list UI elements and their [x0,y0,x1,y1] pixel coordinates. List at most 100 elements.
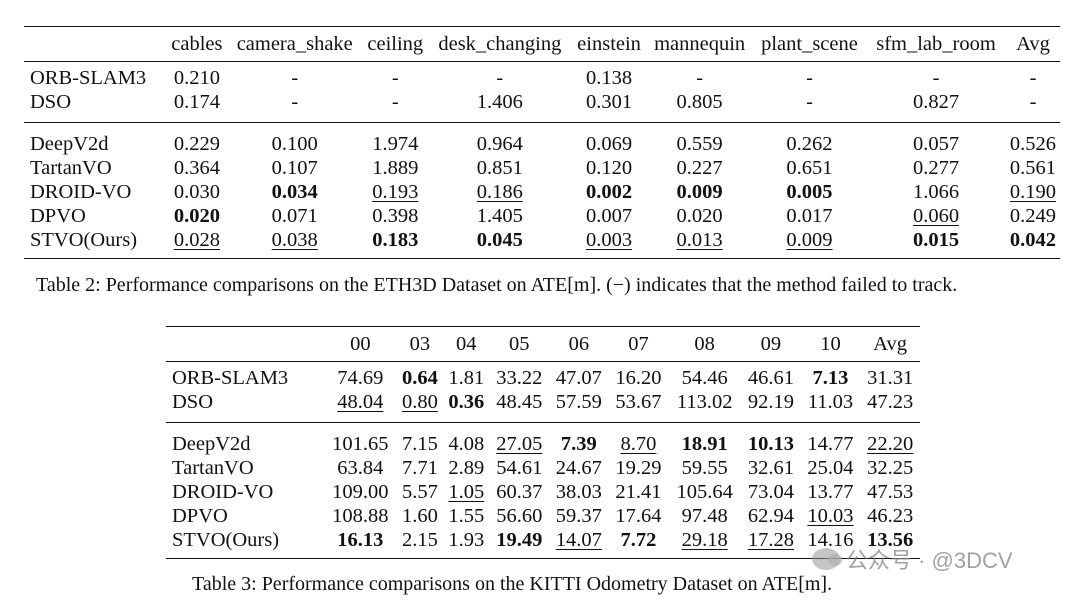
table-cell: 0.107 [271,157,318,179]
table-cell: 0.007 [585,205,633,227]
table-cell: 0.190 [1009,181,1057,203]
column-header: 00 [350,333,371,355]
table-cell: 0.020 [173,205,220,227]
table-cell: - [1029,91,1037,113]
table-cell: 0.057 [912,133,960,155]
table-cell: 38.03 [555,481,602,503]
table-cell: 0.005 [786,181,833,203]
table-row: DeepV2d 101.65 7.15 4.08 27.05 7.39 8.70 18.91 1… [166,422,920,457]
table-cell: 0.138 [585,67,633,89]
table-cell: 13.77 [807,481,854,503]
table-cell: 60.37 [496,481,543,503]
method-name: STVO(Ours) [30,229,138,251]
column-header: Avg [1016,33,1050,55]
table-cell: 0.262 [786,133,833,155]
column-header: einstein [577,33,641,55]
table-cell: 47.53 [867,481,914,503]
table-cell: - [696,67,704,89]
table-cell: - [806,67,813,89]
method-name: DPVO [30,205,86,227]
table-cell: 46.23 [867,505,914,527]
table-cell: 0.36 [448,391,485,413]
method-name: DeepV2d [30,133,109,155]
table-cell: 0.277 [912,157,960,179]
table-cell: 59.37 [555,505,602,527]
table-cell: - [391,67,399,89]
method-name: DROID-VO [30,181,132,203]
table-cell: 27.05 [496,433,543,455]
table-cell: 0.186 [476,181,523,203]
table-cell: 48.04 [337,391,384,413]
table-cell: 0.017 [786,205,833,227]
table-cell: 25.04 [807,457,854,479]
table-cell: 0.651 [786,157,833,179]
table-cell: 17.28 [747,529,794,551]
column-header: plant_scene [761,33,858,55]
table-cell: 19.29 [615,457,662,479]
table-cell: 8.70 [620,433,657,455]
table-cell: 16.20 [615,367,662,389]
column-header: Avg [873,333,908,355]
table-row: ORB-SLAM3 0.210 - - - 0.138 - - - - [24,62,1060,91]
table-cell: 92.19 [747,391,794,413]
column-header: ceiling [367,33,424,55]
table-cell: 0.210 [173,67,220,89]
table-cell: 0.042 [1009,229,1057,251]
header-cell-method [166,327,324,362]
table-cell: 108.88 [332,505,389,527]
table-cell: 63.84 [337,457,384,479]
table-cell: 0.038 [271,229,318,251]
table-cell: - [391,91,399,113]
table-cell: 4.08 [448,433,485,455]
column-header: cables [171,33,223,55]
table-cell: 13.56 [867,529,914,551]
table-cell: 0.100 [271,133,318,155]
method-name: TartanVO [172,457,254,479]
table-cell: 0.526 [1009,133,1057,155]
watermark: 公众号 · @3DCV [812,544,1013,574]
column-header: 07 [628,333,649,355]
table-row: DPVO 108.88 1.60 1.55 56.60 59.37 17.64 97.48 62… [166,504,920,528]
table-cell: - [932,67,940,89]
table-caption: Table 3: Performance comparisons on the … [192,573,833,595]
table-cell: 57.59 [555,391,602,413]
table-cell: 14.16 [807,529,854,551]
method-name: TartanVO [30,157,112,179]
table-cell: 0.227 [676,157,723,179]
table-cell: 62.94 [747,505,794,527]
table-cell: 0.069 [585,133,633,155]
table-cell: 0.060 [912,205,960,227]
table-cell: 46.61 [747,367,794,389]
table-cell: 5.57 [401,481,438,503]
table-cell: 29.18 [681,529,728,551]
table-row: ORB-SLAM3 74.69 0.64 1.81 33.22 47.07 16.20 54.… [166,362,920,391]
table-cell: 113.02 [676,391,733,413]
table-cell: 1.55 [448,505,485,527]
table-cell: 0.183 [372,229,419,251]
table-cell: 18.91 [681,433,728,455]
table-cell: 0.364 [173,157,220,179]
method-name: ORB-SLAM3 [30,67,147,89]
table-cell: 1.81 [448,367,485,389]
table-cell: 0.120 [585,157,633,179]
table-row: TartanVO 0.364 0.107 1.889 0.851 0.120 0.227 0.… [24,156,1060,180]
table-cell: 10.13 [747,433,794,455]
method-name: DeepV2d [172,433,251,455]
table-cell: - [291,67,299,89]
column-header: 09 [760,333,782,355]
column-header: 06 [568,333,590,355]
table-cell: 31.31 [867,367,914,389]
table-cell: 105.64 [676,481,733,503]
table-cell: 54.61 [496,457,543,479]
table-cell: 0.805 [676,91,723,113]
table-cell: 7.39 [560,433,597,455]
method-name: DPVO [172,505,228,527]
table-cell: 1.066 [912,181,960,203]
table-cell: 16.13 [337,529,384,551]
table-cell: 7.15 [401,433,438,455]
method-name: STVO(Ours) [172,529,280,551]
table-cell: 1.974 [372,133,419,155]
table-cell: 10.03 [807,505,854,527]
table-cell: - [291,91,299,113]
table-cell: 24.67 [555,457,602,479]
